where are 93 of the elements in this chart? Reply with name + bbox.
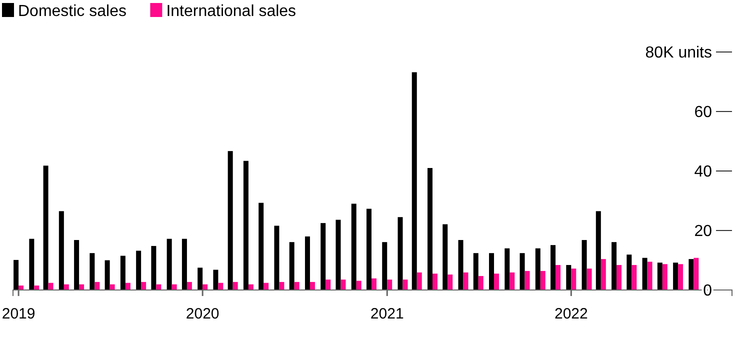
bar [489, 253, 494, 290]
bar [524, 270, 530, 290]
bar [632, 265, 637, 290]
legend-label: International sales [166, 3, 296, 20]
bar [198, 268, 203, 290]
bar [371, 278, 376, 290]
bar [336, 220, 341, 290]
bar [136, 250, 142, 290]
bar [366, 208, 372, 290]
bar [556, 265, 561, 290]
bar [494, 274, 500, 290]
bar [478, 276, 484, 290]
bar [320, 223, 326, 290]
y-tick-label: 80K units [645, 44, 712, 62]
bar [186, 282, 192, 290]
bar [182, 238, 187, 290]
legend-label: Domestic sales [18, 3, 126, 20]
bar [294, 282, 300, 290]
bar [104, 260, 110, 290]
bar [218, 282, 224, 290]
bar [448, 274, 453, 290]
bar [279, 282, 284, 290]
bar [571, 268, 576, 290]
bar [642, 258, 648, 290]
bar [616, 265, 622, 290]
bar [14, 260, 19, 290]
bar [356, 280, 362, 290]
bar [58, 211, 64, 290]
x-tick-label: 2020 [186, 306, 220, 323]
bar [310, 282, 315, 290]
bar [258, 202, 264, 290]
bar [463, 272, 468, 290]
bar [141, 282, 146, 290]
bar [428, 168, 432, 290]
bar [94, 282, 100, 290]
bar [120, 256, 126, 290]
bar [18, 286, 24, 290]
bar [232, 282, 238, 290]
bar [387, 280, 392, 290]
bar [213, 270, 218, 290]
bar [550, 245, 556, 290]
bar [688, 259, 694, 290]
y-tick-label: 60 [694, 104, 712, 122]
bar [340, 280, 346, 290]
bar [540, 270, 546, 290]
bar [678, 264, 684, 290]
x-tick-label: 2021 [370, 306, 404, 323]
bar [289, 242, 294, 290]
bar [504, 248, 510, 290]
bar [43, 166, 48, 290]
y-tick-label: 40 [694, 164, 712, 181]
bar [473, 253, 478, 290]
bar [74, 240, 80, 290]
bar [673, 262, 678, 290]
bar [626, 254, 632, 290]
bar [29, 238, 34, 290]
bar [694, 258, 699, 290]
y-tick-label: 20 [694, 223, 712, 240]
bar [586, 268, 592, 290]
bar [657, 262, 662, 290]
bar [151, 246, 156, 290]
bar [351, 204, 356, 290]
bar [412, 72, 417, 290]
bar [166, 238, 172, 290]
bar [582, 240, 587, 290]
bar [600, 259, 606, 290]
bar [264, 282, 269, 290]
bar [510, 272, 515, 290]
bar [48, 282, 54, 290]
x-tick-label: 2019 [2, 306, 36, 323]
bar [398, 217, 403, 290]
bar [402, 280, 408, 290]
bar [243, 160, 248, 290]
bar [596, 211, 601, 290]
bar [382, 242, 388, 290]
x-tick-label: 2022 [554, 306, 588, 323]
bar [458, 240, 464, 290]
bar [90, 253, 95, 290]
bar [566, 265, 572, 290]
bar [326, 280, 331, 290]
bar [274, 226, 280, 290]
bar [34, 286, 40, 290]
bar [520, 253, 525, 290]
bar [662, 264, 668, 290]
bar [432, 274, 438, 290]
bar [125, 282, 130, 290]
bar [304, 236, 310, 290]
bar [416, 272, 422, 290]
bar [535, 248, 540, 290]
bar [647, 262, 652, 290]
bar [442, 224, 448, 290]
bar [612, 242, 617, 290]
bar [228, 151, 233, 290]
